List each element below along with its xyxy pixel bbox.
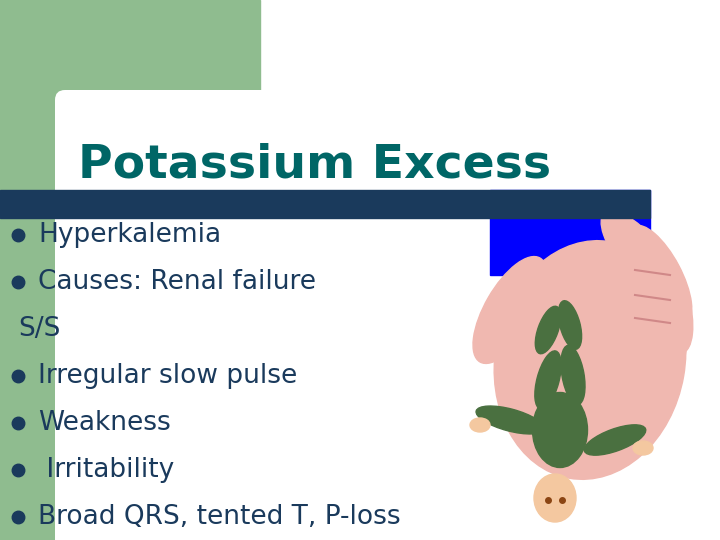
- Ellipse shape: [584, 425, 646, 455]
- FancyBboxPatch shape: [55, 90, 720, 540]
- Ellipse shape: [535, 306, 561, 354]
- Ellipse shape: [643, 247, 693, 353]
- Text: Hyperkalemia: Hyperkalemia: [38, 222, 221, 248]
- Text: Weakness: Weakness: [38, 410, 171, 436]
- Text: Broad QRS, tented T, P-loss: Broad QRS, tented T, P-loss: [38, 504, 400, 530]
- Ellipse shape: [534, 474, 576, 522]
- Ellipse shape: [644, 273, 686, 383]
- Ellipse shape: [629, 225, 692, 325]
- Text: Irritability: Irritability: [38, 457, 174, 483]
- Ellipse shape: [533, 393, 588, 468]
- Ellipse shape: [470, 418, 490, 432]
- Ellipse shape: [559, 301, 582, 349]
- Text: S/S: S/S: [18, 316, 60, 342]
- Bar: [0, 190, 650, 218]
- Ellipse shape: [561, 346, 585, 404]
- Bar: [490, 190, 650, 275]
- Bar: [0, 0, 260, 115]
- Ellipse shape: [601, 211, 679, 299]
- Text: Irregular slow pulse: Irregular slow pulse: [38, 363, 297, 389]
- Bar: [0, 0, 65, 540]
- Ellipse shape: [473, 256, 547, 363]
- Ellipse shape: [535, 351, 561, 409]
- Ellipse shape: [494, 241, 686, 480]
- Text: Potassium Excess: Potassium Excess: [78, 143, 551, 187]
- Ellipse shape: [633, 441, 653, 455]
- Ellipse shape: [476, 406, 544, 434]
- Text: Causes: Renal failure: Causes: Renal failure: [38, 269, 316, 295]
